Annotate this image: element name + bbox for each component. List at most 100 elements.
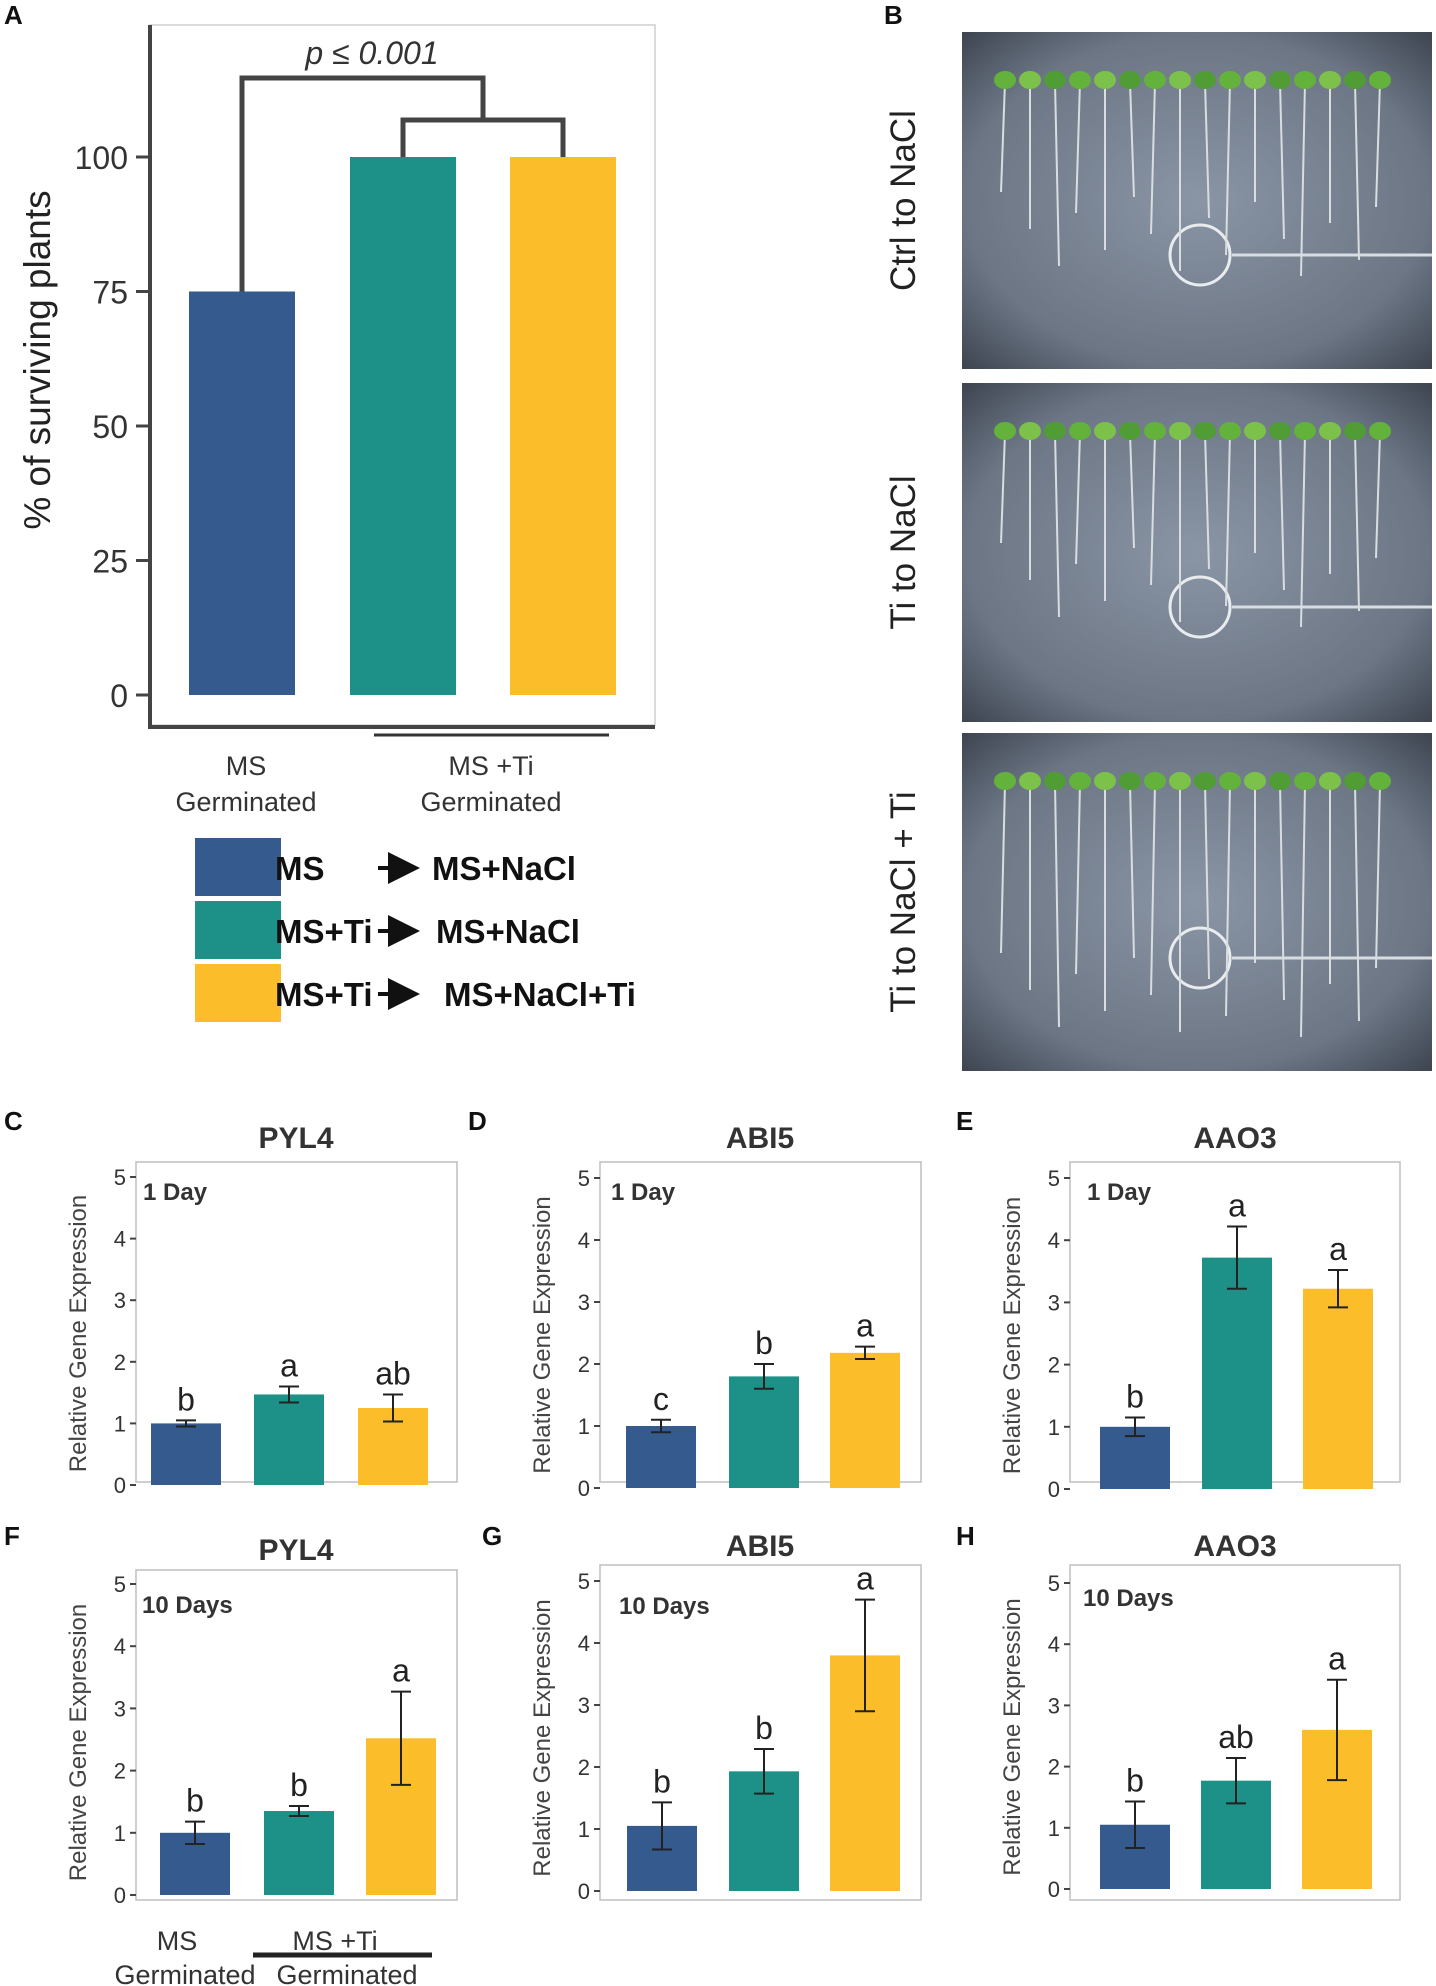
bar-1 — [626, 1426, 696, 1488]
y-tick-label: 2 — [578, 1755, 590, 1780]
seedling-leaf — [1169, 772, 1191, 790]
seedling-leaf — [1119, 772, 1141, 790]
root — [1375, 81, 1381, 208]
y-tick-label: 3 — [578, 1693, 590, 1718]
seedling-leaf — [1344, 71, 1366, 89]
significance-letter: b — [653, 1763, 671, 1799]
seedling-leaf — [1094, 772, 1116, 790]
root — [1300, 432, 1306, 628]
y-tick-label: 1 — [1048, 1816, 1060, 1841]
seedling-leaf — [1344, 422, 1366, 440]
y-tick-label: 3 — [114, 1288, 126, 1313]
significance-letter: a — [856, 1561, 874, 1597]
group-label-ms-line2: Germinated — [175, 787, 316, 817]
plate-photo-1: Ctrl to NaCl — [884, 32, 1432, 369]
root — [1129, 81, 1135, 198]
panel-f: F PYL4 10 Days Relative Gene Expression 0 1 2 3… — [4, 1521, 458, 1908]
plate-label-3: Ti to NaCl + Ti — [884, 791, 923, 1012]
bar-3 — [510, 157, 616, 695]
seedling-leaf — [1144, 772, 1166, 790]
root — [1129, 782, 1135, 959]
root — [1000, 432, 1006, 544]
y-tick-label: 0 — [114, 1473, 126, 1498]
root — [1354, 81, 1360, 261]
y-tick-label: 1 — [578, 1817, 590, 1842]
plate-center-ring — [1168, 223, 1232, 287]
bar-1 — [189, 291, 295, 695]
significance-letter: b — [290, 1767, 308, 1803]
timepoint-label: 10 Days — [142, 1592, 233, 1619]
seedling-leaf — [1119, 422, 1141, 440]
y-axis-label: Relative Gene Expression — [999, 1598, 1026, 1875]
y-tick-label: 4 — [114, 1634, 126, 1659]
seedling-leaf — [1244, 71, 1266, 89]
significance-letter: a — [280, 1347, 298, 1383]
y-tick-label: 100 — [75, 140, 128, 176]
y-tick-label: 0 — [110, 678, 128, 714]
panel-letter-h: H — [956, 1521, 975, 1551]
bar-2 — [264, 1811, 334, 1895]
root — [1150, 432, 1156, 586]
significance-letter: a — [1228, 1188, 1246, 1224]
panel-letter-a: A — [4, 0, 23, 30]
root — [1375, 432, 1381, 559]
plate-center-ring — [1168, 575, 1232, 639]
seedling-leaf — [1119, 71, 1141, 89]
y-tick-label: 5 — [1048, 1166, 1060, 1191]
panel-b: B Ctrl to NaCl Ti to NaCl Ti to NaCl + Ti — [884, 0, 1432, 1071]
root — [1279, 432, 1285, 591]
seedling-leaf — [1044, 71, 1066, 89]
root — [1300, 81, 1306, 277]
timepoint-label: 1 Day — [143, 1179, 208, 1206]
seedling-leaf — [1319, 422, 1341, 440]
panel-c: C PYL4 1 Day Relative Gene Expression 0 1 2 3 4 5… — [4, 1106, 458, 1498]
y-tick-label: 1 — [114, 1821, 126, 1846]
seedling-leaf — [1019, 422, 1041, 440]
panel-d: D ABI5 1 Day Relative Gene Expression 0 1 2 3 4 5… — [468, 1106, 922, 1501]
root — [1054, 81, 1060, 267]
plate-label-2: Ti to NaCl — [884, 475, 923, 629]
panel-letter-c: C — [4, 1106, 23, 1136]
y-tick-label: 4 — [1048, 1228, 1060, 1253]
root — [1000, 81, 1006, 193]
seedling-leaf — [1294, 71, 1316, 89]
root — [1075, 782, 1081, 975]
y-tick-label: 3 — [114, 1696, 126, 1721]
root — [1075, 432, 1081, 565]
y-tick-label: 1 — [578, 1414, 590, 1439]
legend-swatch-3 — [195, 964, 281, 1022]
seedling-leaf — [1244, 422, 1266, 440]
root — [1054, 432, 1060, 618]
bottom-group-labels: MS Germinated MS +Ti Germinated — [114, 1926, 432, 1986]
significance-letter: a — [856, 1308, 874, 1344]
plate-center-ring — [1168, 926, 1232, 990]
y-tick-label: 0 — [1048, 1877, 1060, 1902]
root — [1354, 432, 1360, 612]
seedling-leaf — [1094, 422, 1116, 440]
timepoint-label: 10 Days — [619, 1593, 710, 1620]
panel-g: G ABI5 10 Days Relative Gene Expression 0 1 2 3… — [482, 1521, 922, 1904]
seedling-leaf — [1369, 71, 1391, 89]
y-tick-label: 2 — [114, 1350, 126, 1375]
legend-from-2: MS+Ti — [275, 913, 373, 950]
y-tick-label: 2 — [1048, 1353, 1060, 1378]
seedling-leaf — [1069, 422, 1091, 440]
root — [1150, 81, 1156, 235]
seedling-leaf — [1169, 71, 1191, 89]
bar-3 — [1303, 1288, 1373, 1489]
panel-letter-d: D — [468, 1106, 487, 1136]
bottom-group-msti-line1: MS +Ti — [292, 1926, 377, 1956]
significance-letter: b — [186, 1783, 204, 1819]
panel-e: E AAO3 1 Day Relative Gene Expression 0 1 2 3 4 5… — [956, 1106, 1401, 1502]
significance-letter: c — [653, 1381, 669, 1417]
y-tick-label: 5 — [114, 1165, 126, 1190]
bracket-outer — [239, 75, 486, 292]
significance-letter: a — [1328, 1641, 1346, 1677]
root — [1075, 81, 1081, 214]
y-tick-label: 5 — [578, 1166, 590, 1191]
bar-2 — [729, 1376, 799, 1488]
seedling-leaf — [1094, 71, 1116, 89]
y-tick-label: 1 — [114, 1411, 126, 1436]
significance-letter: ab — [1218, 1719, 1254, 1755]
